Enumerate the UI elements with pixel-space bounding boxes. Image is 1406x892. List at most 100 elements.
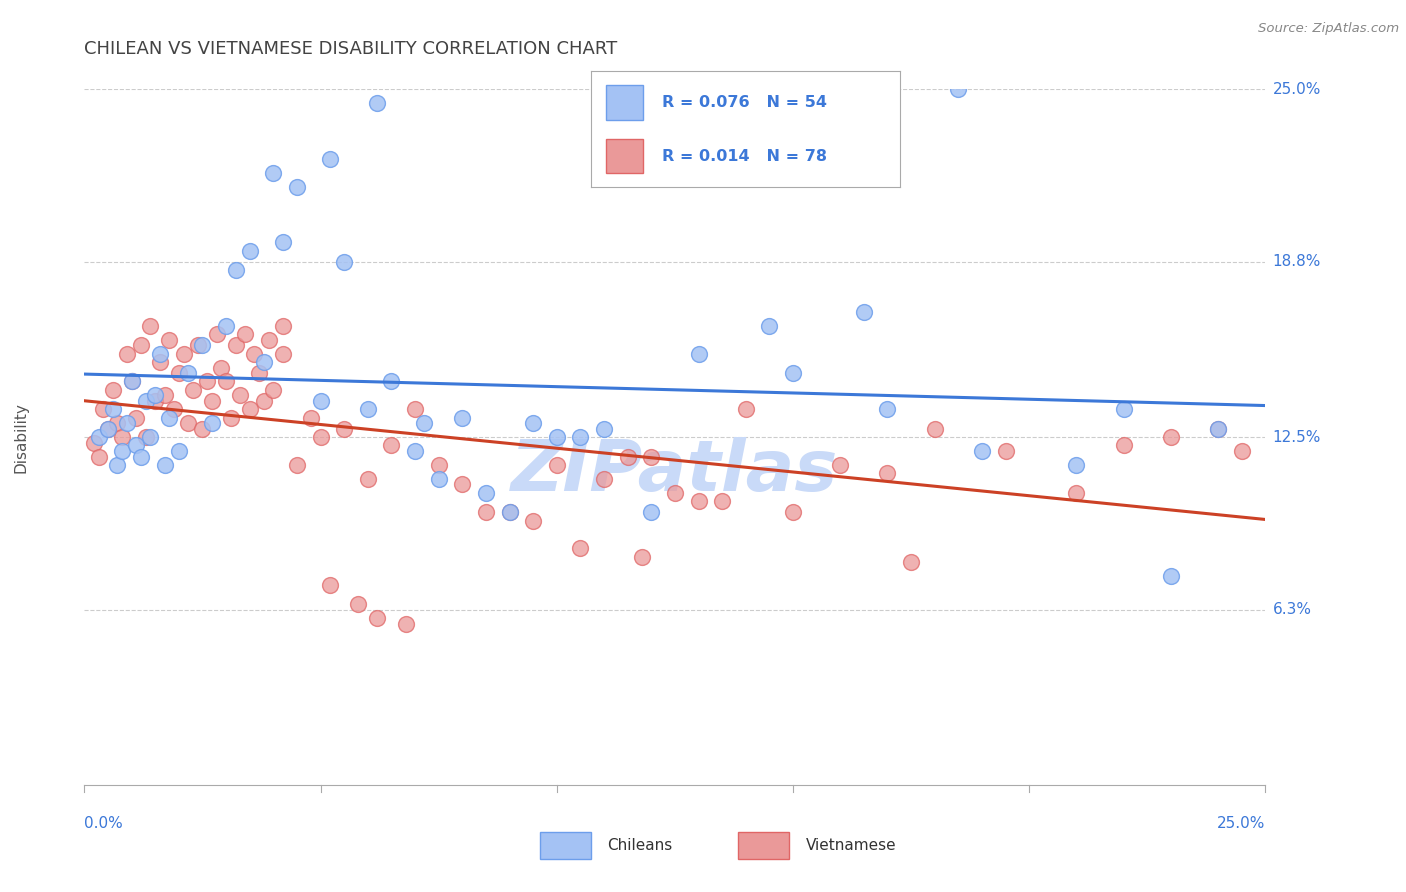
Point [546,458,568,472]
Point [366,611,388,625]
Point [357,472,380,486]
Text: ZIPatlas: ZIPatlas [512,437,838,507]
Point [173,346,195,360]
Text: R = 0.076   N = 54: R = 0.076 N = 54 [662,95,827,111]
Point [688,346,710,360]
Point [157,410,180,425]
Point [970,444,993,458]
Point [427,458,450,472]
Point [262,383,284,397]
Point [167,444,190,458]
Point [782,366,804,380]
Point [688,494,710,508]
Point [593,422,616,436]
Point [101,383,124,397]
Point [299,410,322,425]
Point [1066,458,1088,472]
Point [569,430,592,444]
Point [239,402,262,417]
Point [135,430,157,444]
Point [876,467,898,481]
Point [333,254,356,268]
Point [285,458,308,472]
Point [129,338,152,352]
Point [191,422,214,436]
Point [852,305,875,319]
Point [87,450,110,464]
Point [253,355,276,369]
Point [87,430,110,444]
Point [475,485,498,500]
Point [215,375,238,389]
Point [139,318,162,333]
Point [640,450,662,464]
Text: 12.5%: 12.5% [1272,430,1320,444]
Point [195,375,218,389]
Point [191,338,214,352]
Text: CHILEAN VS VIETNAMESE DISABILITY CORRELATION CHART: CHILEAN VS VIETNAMESE DISABILITY CORRELA… [84,40,617,58]
Point [522,514,544,528]
Point [149,355,172,369]
Point [115,416,138,430]
Point [187,338,209,352]
Text: Chileans: Chileans [607,838,672,853]
Point [201,393,224,408]
Point [177,366,200,380]
Point [285,179,308,194]
Point [271,346,294,360]
Point [97,422,120,436]
Point [366,96,388,111]
Point [475,505,498,519]
Point [219,410,242,425]
Point [900,555,922,569]
Text: Source: ZipAtlas.com: Source: ZipAtlas.com [1258,22,1399,36]
Point [139,430,162,444]
Point [380,375,402,389]
Text: 25.0%: 25.0% [1272,82,1320,96]
Point [125,410,148,425]
Point [177,416,200,430]
Point [107,458,129,472]
Point [83,435,105,450]
Point [498,505,520,519]
Point [413,416,436,430]
Bar [540,832,591,859]
Point [734,402,756,417]
Point [129,450,152,464]
Point [498,505,520,519]
Point [97,422,120,436]
Point [333,422,356,436]
Point [257,333,280,347]
Text: 18.8%: 18.8% [1272,254,1320,269]
Point [121,375,143,389]
Point [994,444,1017,458]
Point [239,244,262,258]
Bar [738,832,789,859]
Point [451,477,474,491]
Point [181,383,204,397]
Point [1160,430,1182,444]
Point [451,410,474,425]
Point [149,346,172,360]
Point [153,458,176,472]
Point [163,402,186,417]
Point [948,82,970,96]
Point [347,597,370,611]
Bar [606,138,643,173]
Point [380,438,402,452]
Point [830,458,852,472]
Point [1206,422,1229,436]
Point [91,402,114,417]
Point [1066,485,1088,500]
Point [924,422,946,436]
Point [215,318,238,333]
Point [309,393,332,408]
Point [569,541,592,556]
Point [546,430,568,444]
Text: 25.0%: 25.0% [1218,816,1265,831]
Point [1160,569,1182,583]
Point [111,430,134,444]
Point [1206,422,1229,436]
Point [522,416,544,430]
Bar [606,86,643,120]
